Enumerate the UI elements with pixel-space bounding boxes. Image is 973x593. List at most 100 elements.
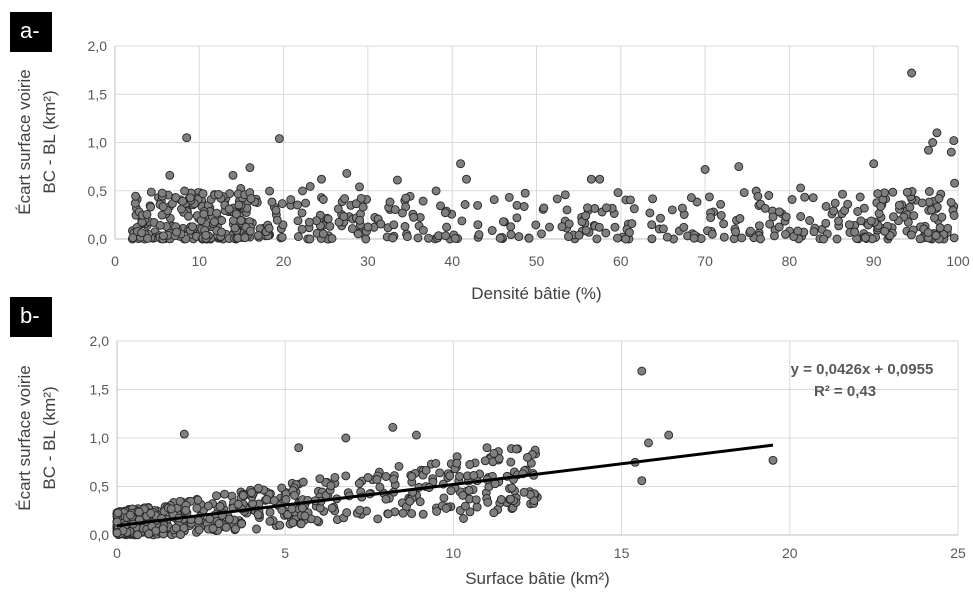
data-point xyxy=(234,200,244,210)
y-axis-title-line: BC - BL (km²) xyxy=(40,386,59,489)
data-point xyxy=(719,232,729,242)
data-point xyxy=(188,222,198,232)
y-tick-label: 1,5 xyxy=(90,382,110,398)
data-point xyxy=(415,497,425,507)
data-point xyxy=(113,508,123,518)
data-point xyxy=(146,187,156,197)
data-point xyxy=(265,186,275,196)
data-point xyxy=(473,220,483,230)
data-point xyxy=(506,230,516,240)
x-tick-label: 10 xyxy=(192,253,208,269)
data-point xyxy=(398,508,408,518)
data-point xyxy=(489,448,499,458)
data-point xyxy=(385,197,395,207)
data-point xyxy=(552,194,562,204)
data-point xyxy=(409,212,419,222)
data-point xyxy=(432,506,442,516)
data-point xyxy=(625,228,634,237)
data-point xyxy=(296,519,306,529)
y-tick-label: 2,0 xyxy=(88,38,108,54)
data-point xyxy=(389,474,399,484)
data-point xyxy=(209,217,219,227)
data-point xyxy=(923,228,933,238)
data-point xyxy=(888,187,898,197)
data-point xyxy=(441,503,451,513)
data-point xyxy=(474,230,484,240)
data-point xyxy=(389,220,399,230)
data-point xyxy=(330,472,340,482)
data-point xyxy=(318,195,328,204)
data-point xyxy=(930,213,939,223)
data-point xyxy=(171,193,181,203)
data-point xyxy=(844,220,854,230)
data-point xyxy=(323,214,333,224)
data-point xyxy=(627,219,637,229)
data-point xyxy=(231,524,240,534)
panel-a-tag: a- xyxy=(10,12,52,52)
y-tick-label: 0,0 xyxy=(88,231,108,247)
data-point xyxy=(342,168,352,178)
data-point xyxy=(902,187,912,197)
data-point xyxy=(400,222,410,231)
data-point xyxy=(376,219,386,229)
data-point xyxy=(178,196,188,206)
data-point xyxy=(949,136,959,146)
data-point xyxy=(613,233,622,243)
x-tick-label: 0 xyxy=(113,545,121,561)
data-point xyxy=(436,201,445,211)
data-point xyxy=(662,232,672,242)
data-point xyxy=(460,501,470,511)
x-tick-label: 90 xyxy=(866,253,882,269)
data-point xyxy=(281,495,291,504)
y-axis-title-line: Écart surface voirie xyxy=(15,69,34,215)
data-point xyxy=(716,210,726,220)
data-point xyxy=(595,174,605,184)
data-point xyxy=(450,233,460,243)
data-point xyxy=(637,366,647,376)
data-point xyxy=(184,211,193,221)
data-point xyxy=(288,518,298,528)
data-point xyxy=(327,503,337,513)
data-point xyxy=(277,483,287,493)
data-point xyxy=(144,529,154,539)
data-point xyxy=(252,524,261,534)
x-tick-label: 100 xyxy=(946,253,970,269)
data-point xyxy=(214,519,224,528)
data-point xyxy=(143,233,153,243)
data-point xyxy=(435,468,445,478)
data-point xyxy=(381,494,391,504)
data-point xyxy=(838,189,847,199)
data-point xyxy=(312,216,321,226)
data-point xyxy=(716,199,726,209)
x-tick-label: 50 xyxy=(529,253,545,269)
data-point xyxy=(483,497,493,507)
data-point xyxy=(531,220,541,230)
y-axis-title-line: Écart surface voirie xyxy=(15,365,34,511)
data-point xyxy=(469,471,479,480)
data-point xyxy=(372,475,382,484)
data-point xyxy=(905,202,915,212)
data-point xyxy=(237,519,247,529)
data-point xyxy=(347,224,357,234)
data-point xyxy=(753,191,763,201)
x-tick-label: 10 xyxy=(446,545,462,561)
data-point xyxy=(537,229,546,239)
data-point xyxy=(834,216,843,226)
y-tick-label: 1,0 xyxy=(90,430,110,446)
data-point xyxy=(496,495,506,504)
data-point xyxy=(507,483,517,493)
data-point xyxy=(574,230,584,240)
data-point xyxy=(405,496,415,506)
data-point xyxy=(264,223,274,233)
data-point xyxy=(869,159,879,169)
data-point xyxy=(354,479,364,488)
data-point xyxy=(172,227,182,237)
data-point xyxy=(931,231,941,240)
data-point xyxy=(171,523,181,533)
x-axis-title: Densité bâtie (%) xyxy=(471,284,601,303)
data-point xyxy=(341,471,351,481)
data-point xyxy=(458,490,468,500)
data-point xyxy=(658,224,668,234)
y-tick-label: 0,5 xyxy=(88,183,108,199)
data-point xyxy=(796,183,806,193)
